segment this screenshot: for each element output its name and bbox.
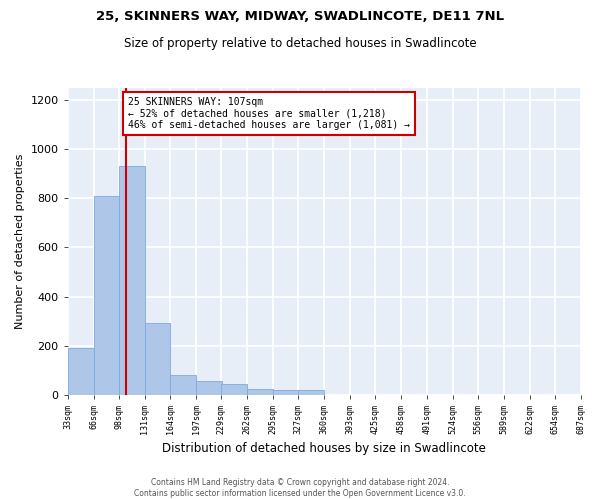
Bar [170,375,196,394]
Text: 25, SKINNERS WAY, MIDWAY, SWADLINCOTE, DE11 7NL: 25, SKINNERS WAY, MIDWAY, SWADLINCOTE, D… [96,10,504,23]
Text: Size of property relative to detached houses in Swadlincote: Size of property relative to detached ho… [124,38,476,51]
Text: Contains HM Land Registry data © Crown copyright and database right 2024.
Contai: Contains HM Land Registry data © Crown c… [134,478,466,498]
Bar [119,166,145,394]
Bar [68,348,94,395]
Bar [94,196,119,394]
Bar [273,390,299,394]
Bar [196,381,222,394]
Bar [145,324,170,394]
Y-axis label: Number of detached properties: Number of detached properties [15,154,25,329]
Bar [221,384,247,394]
Bar [247,388,273,394]
Bar [298,390,324,394]
X-axis label: Distribution of detached houses by size in Swadlincote: Distribution of detached houses by size … [162,442,486,455]
Text: 25 SKINNERS WAY: 107sqm
← 52% of detached houses are smaller (1,218)
46% of semi: 25 SKINNERS WAY: 107sqm ← 52% of detache… [128,96,410,130]
